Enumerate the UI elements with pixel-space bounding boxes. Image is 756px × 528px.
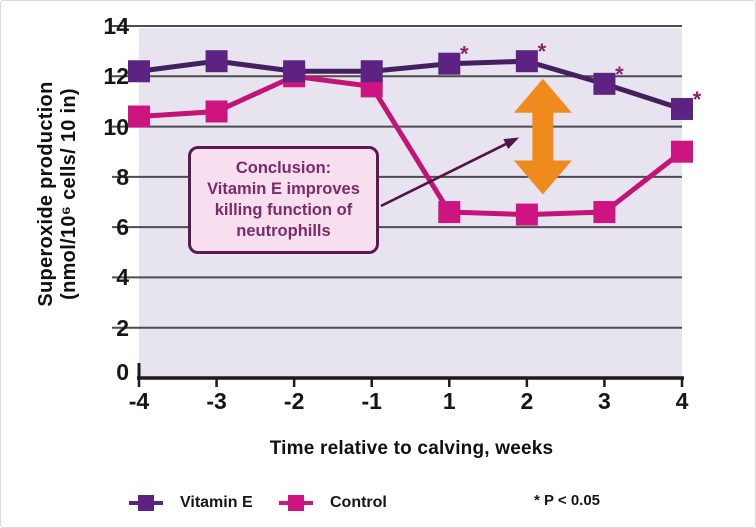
annotation-arrow-head [503,137,520,150]
x-tick-label: -1 [361,388,382,414]
y-tick-label: 0 [116,359,129,385]
conclusion-line: Conclusion: [235,159,332,177]
data-point-marker [360,60,383,83]
series-line-control [138,73,684,218]
x-tick-label: 4 [675,388,689,414]
data-point-marker [593,201,616,224]
x-tick-label: -2 [283,388,305,414]
vitamin-e-marker-icon [129,495,163,511]
legend-label-vitamin-e: Vitamin E [180,494,253,511]
data-point-marker [128,105,150,128]
legend-item-vitamin-e: Vitamin E [129,487,253,519]
y-tick-label: 2 [116,314,129,341]
x-tick-label: 2 [520,388,534,414]
difference-arrow-icon [513,78,572,195]
legend-label-control: Control [330,494,387,511]
data-point-marker [205,100,228,123]
conclusion-line: killing function of [214,201,353,219]
x-tick-label: 1 [442,388,456,414]
y-tick-label: 12 [103,63,129,90]
data-point-marker [593,72,616,95]
data-point-marker [438,52,461,75]
y-tick-label: 4 [116,264,129,291]
x-tick-label: -3 [206,388,227,414]
y-tick-label: 6 [116,214,129,241]
legend-item-control: Control [279,487,387,519]
significance-asterisk: * [615,62,624,87]
conclusion-line: Vitamin E improves [207,180,360,198]
annotation-arrow-line [380,139,513,208]
data-point-marker [671,97,693,120]
x-tick-label: 3 [598,388,611,414]
significance-asterisk: * [460,42,469,67]
control-marker-icon [279,495,313,511]
conclusion-line: neutrophills [236,222,331,240]
data-point-marker [671,140,693,163]
y-tick-label: 8 [116,163,129,190]
conclusion-annotation-box: Conclusion: Vitamin E improves killing f… [188,146,379,254]
data-point-marker [438,201,461,224]
legend: Vitamin E Control * P < 0.05 [1,487,755,521]
data-point-marker [515,50,538,73]
significance-asterisk: * [693,87,702,112]
data-point-marker [128,60,150,83]
significance-note: * P < 0.05 [534,492,601,509]
significance-asterisk: * [538,39,547,64]
data-point-marker [283,60,306,83]
y-tick-label: 14 [103,13,129,39]
series-line-vitamin-e [138,58,683,112]
data-point-marker [515,203,538,226]
y-tick-label: 10 [103,113,129,140]
data-point-marker [205,50,228,73]
x-axis-title: Time relative to calving, weeks [269,438,554,459]
x-tick-label: -4 [128,388,150,414]
